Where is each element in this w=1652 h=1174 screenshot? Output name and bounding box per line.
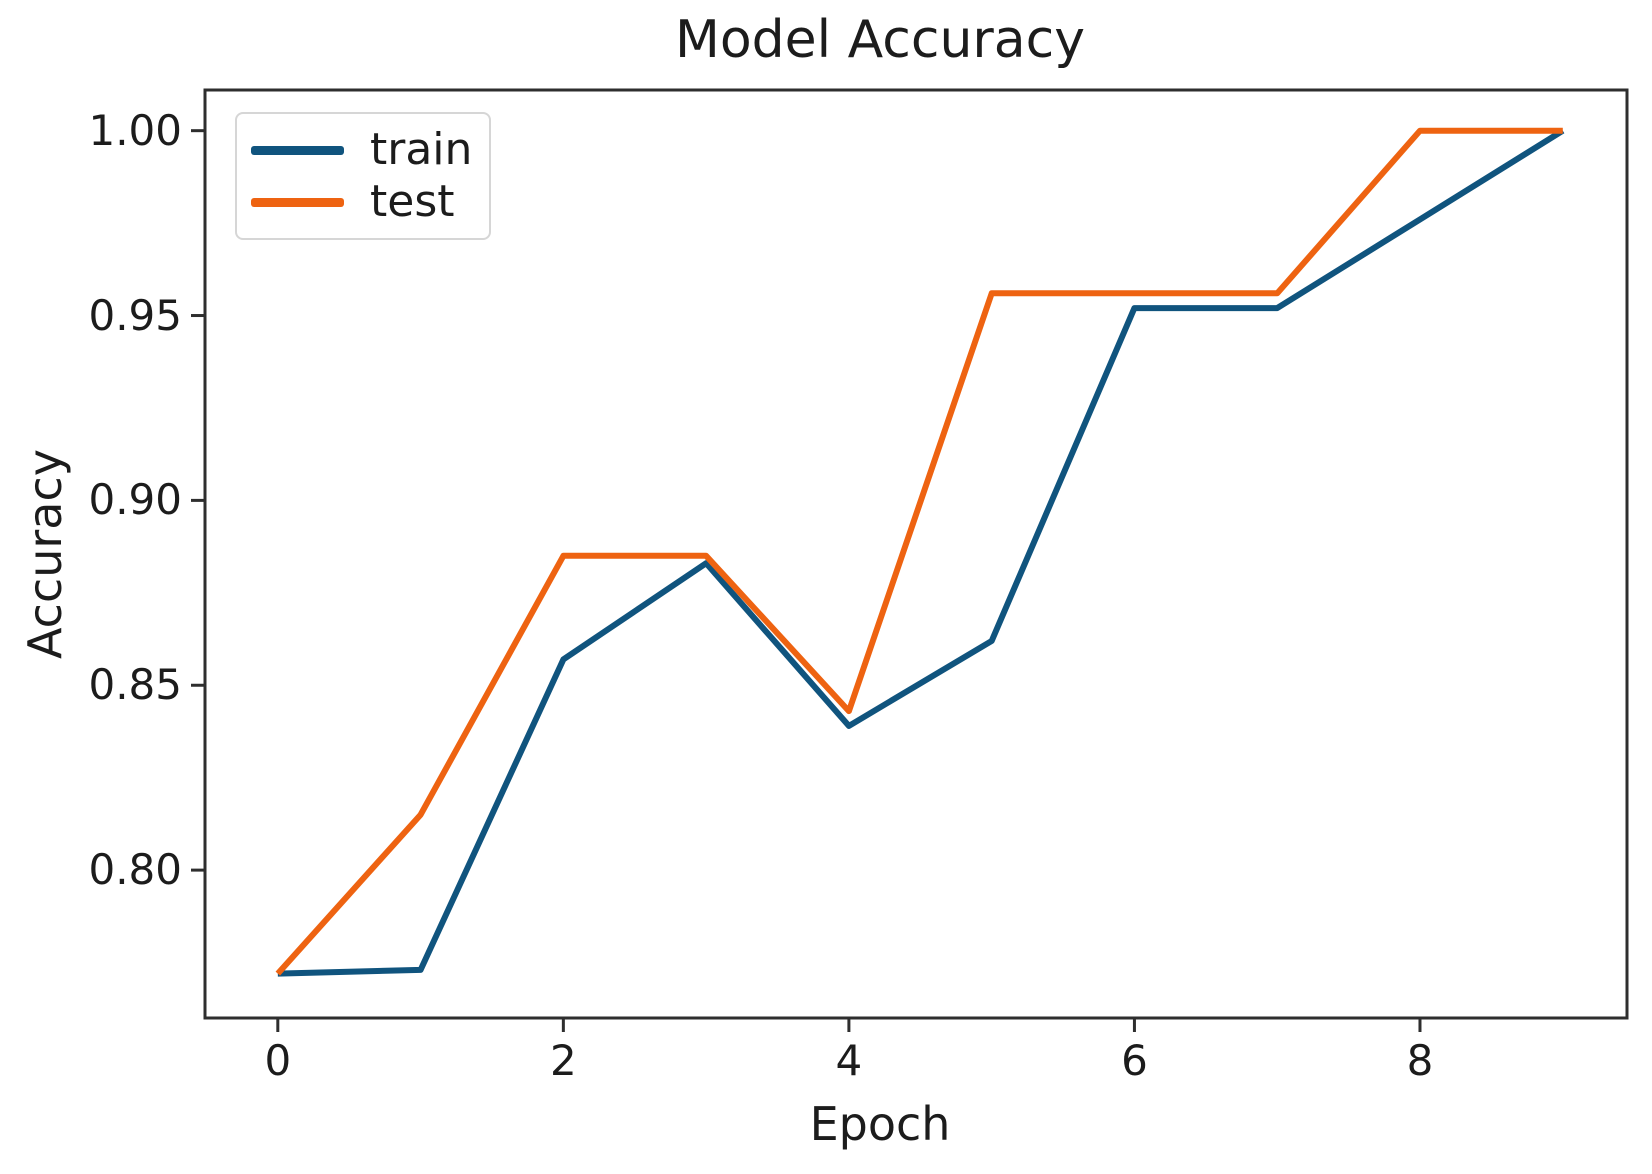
x-axis-label: Epoch: [809, 1097, 951, 1151]
x-tick-label: 4: [835, 1036, 863, 1085]
y-tick-label: 0.95: [88, 290, 182, 340]
test-line-swatch: [251, 197, 344, 207]
legend-item-train: train: [251, 124, 473, 175]
y-tick-label: 0.85: [88, 660, 182, 710]
legend-label-train: train: [370, 124, 473, 175]
y-tick-label: 1.00: [88, 105, 182, 155]
legend-label-test: test: [370, 176, 455, 227]
chart-title: Model Accuracy: [674, 10, 1086, 70]
x-tick-label: 0: [264, 1036, 292, 1085]
y-tick-label: 0.80: [88, 845, 182, 895]
y-tick-label: 0.90: [88, 475, 182, 525]
test-line: [275, 127, 1563, 976]
legend-item-test: test: [251, 180, 469, 224]
x-tick-label: 2: [549, 1036, 577, 1085]
x-tick-label: 8: [1406, 1036, 1434, 1085]
axes-frame: [203, 88, 1629, 1020]
x-tick-label: 6: [1121, 1036, 1148, 1085]
legend: train test: [235, 112, 491, 240]
train-line-swatch: [251, 145, 344, 155]
axis-ticks: [191, 129, 1422, 1032]
train-line: [277, 128, 1565, 977]
